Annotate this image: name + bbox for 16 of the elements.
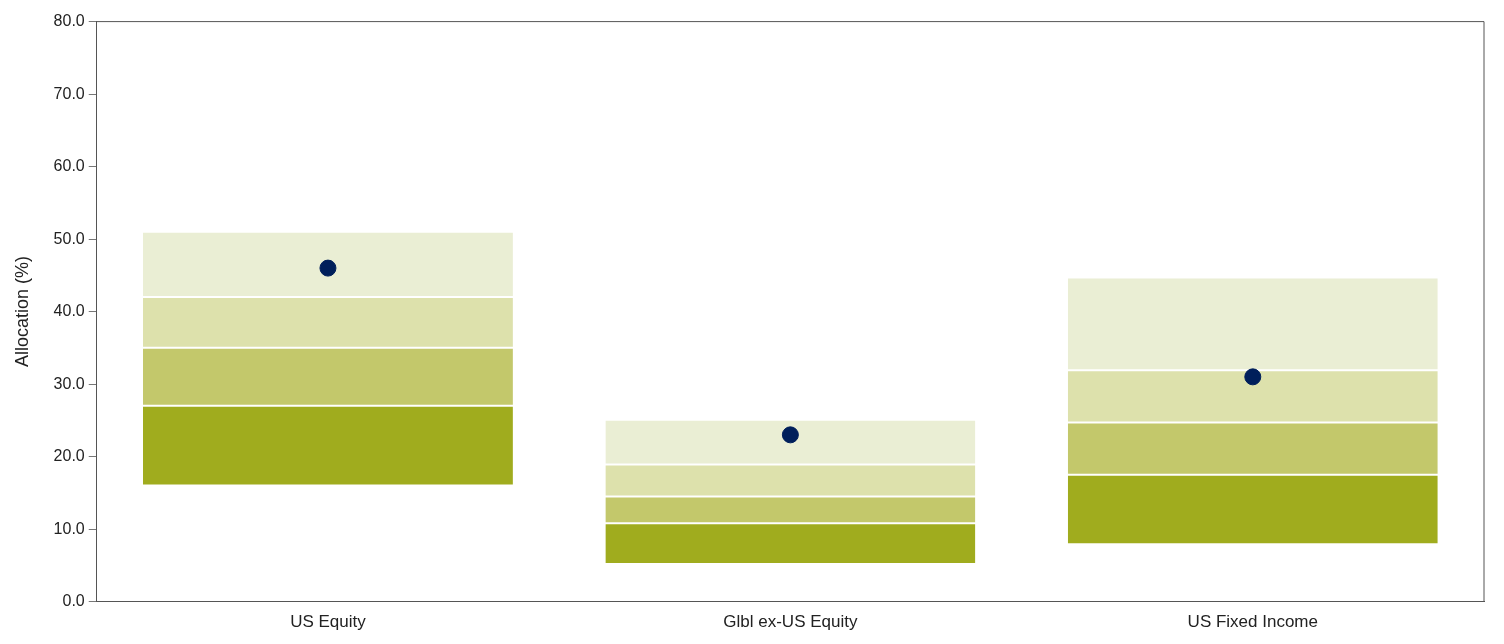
y-tick-label: 30.0 [53, 374, 85, 392]
y-tick-label: 60.0 [53, 157, 85, 175]
y-tick-label: 50.0 [53, 229, 85, 247]
y-axis-title: Allocation (%) [11, 256, 32, 368]
y-tick-label: 40.0 [53, 302, 85, 320]
x-tick-label: US Fixed Income [1187, 612, 1318, 632]
point [781, 426, 799, 444]
point [319, 259, 337, 277]
point [1244, 368, 1262, 386]
x-tick-label: US Equity [290, 612, 367, 632]
y-tick-label: 80.0 [53, 12, 85, 30]
x-tick-label: Glbl ex-US Equity [723, 612, 858, 632]
y-tick-label: 70.0 [53, 84, 85, 102]
y-tick-label: 20.0 [53, 447, 85, 465]
y-tick-label: 10.0 [53, 519, 85, 537]
y-tick-label: 0.0 [62, 592, 85, 610]
